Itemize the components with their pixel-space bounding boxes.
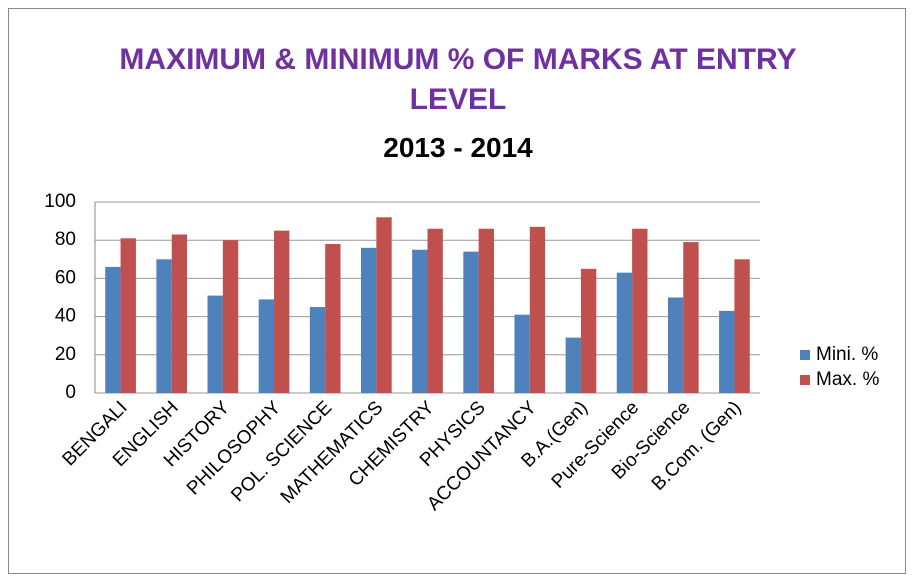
bar [580, 268, 597, 393]
legend-swatch [800, 375, 810, 385]
bar [156, 259, 172, 393]
y-tick-label: 40 [55, 306, 76, 327]
bar [171, 234, 188, 393]
legend-label: Mini. % [816, 344, 878, 365]
bar [683, 242, 699, 393]
y-tick-label: 0 [65, 382, 76, 403]
legend-label: Max. % [816, 369, 879, 390]
bar [207, 295, 223, 393]
x-tick-label: B.Com. (Gen) [648, 397, 746, 495]
bar [667, 297, 684, 393]
bar [734, 259, 750, 393]
bar [258, 299, 275, 393]
bar [325, 244, 341, 393]
bar [120, 238, 136, 393]
bar [478, 228, 494, 393]
y-tick-label: 100 [44, 191, 76, 212]
bar [105, 266, 121, 393]
bar [427, 228, 443, 393]
bar [616, 272, 633, 393]
chart-title: MAXIMUM & MINIMUM % OF MARKS AT ENTRY LE… [119, 43, 797, 116]
legend-swatch [800, 350, 810, 360]
bar [514, 314, 530, 393]
bar [632, 228, 648, 393]
bar [529, 226, 546, 393]
bar [376, 217, 392, 393]
y-tick-label: 20 [55, 344, 76, 365]
bar [719, 310, 735, 393]
bar [565, 337, 581, 393]
y-tick-label: 80 [55, 229, 76, 250]
chart-frame [8, 8, 906, 574]
bar [274, 230, 290, 393]
chart-subtitle: 2013 - 2014 [383, 132, 533, 163]
bar [222, 240, 239, 393]
bar [309, 307, 326, 393]
y-tick-label: 60 [55, 267, 76, 288]
bar [361, 247, 377, 393]
bar [412, 249, 428, 393]
bar [463, 251, 479, 393]
